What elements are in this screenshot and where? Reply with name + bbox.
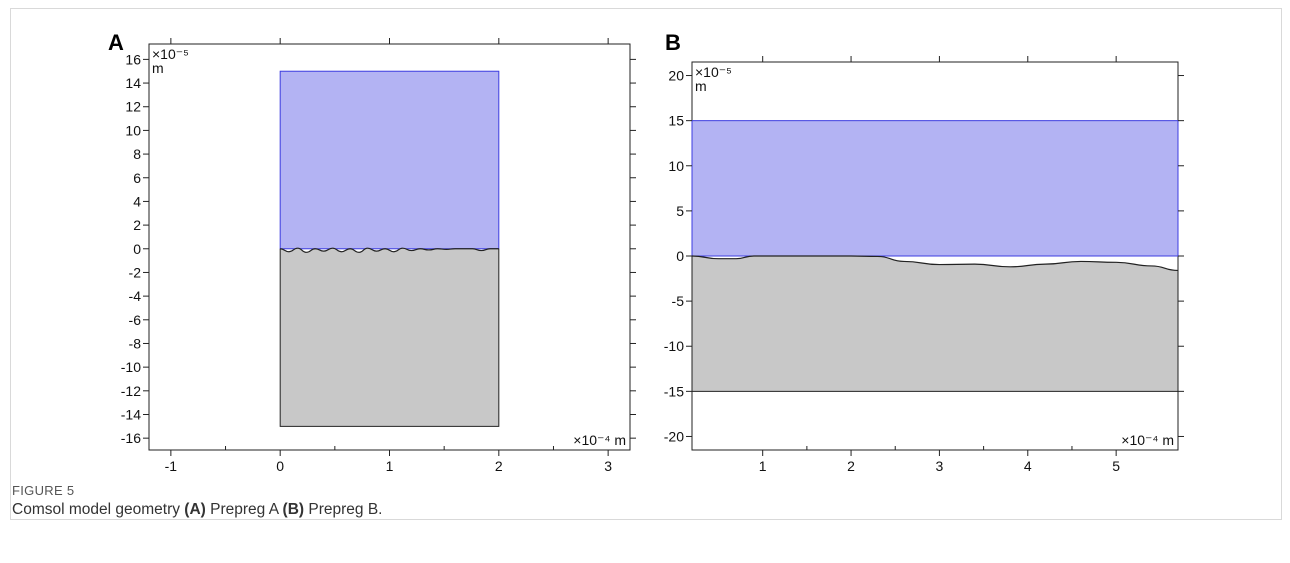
panel-b-resin-region: [691, 120, 1179, 257]
panel-a-y-tick-label: 14: [125, 75, 141, 91]
panel-a-x-scale-label: ×10⁻⁴ m: [573, 432, 626, 448]
caption-part: (A): [184, 501, 206, 518]
panel-a-y-tick-label: -6: [129, 312, 142, 328]
panel-a-y-tick-label: 2: [133, 217, 141, 233]
figure-caption: FIGURE 5 Comsol model geometry (A) Prepr…: [12, 483, 382, 519]
panel-a-y-tick-label: 4: [133, 193, 141, 209]
panel-a-fiber-region: [280, 248, 499, 427]
caption-part: (B): [282, 501, 305, 518]
panel-a-y-tick-label: 0: [133, 241, 141, 257]
panel-b-y-tick-label: 15: [668, 113, 684, 129]
panel-a-y-scale-label: ×10⁻⁵: [152, 46, 189, 62]
panel-b: B 1 2 3 4 5 -20 -15 -10 -5 0 5 10 15 20 ×10⁻⁵m ×10⁻⁴ m: [664, 30, 1184, 474]
panel-a-y-tick-label: 10: [125, 122, 141, 138]
caption-part: Comsol model geometry: [12, 501, 185, 518]
panel-b-y-tick-label: 5: [676, 203, 684, 219]
panel-b-x-tick-label: 3: [936, 458, 944, 474]
panel-a-y-tick-label: 8: [133, 146, 141, 162]
panel-a-y-tick-label: -10: [121, 359, 141, 375]
panel-a-y-tick-label: -12: [121, 383, 141, 399]
panel-a-x-tick-label: 1: [386, 458, 394, 474]
panel-b-y-unit-label: m: [695, 78, 707, 94]
panel-b-x-tick-label: 4: [1024, 458, 1032, 474]
panel-b-fiber-region: [692, 256, 1178, 392]
panel-b-x-tick-label: 2: [847, 458, 855, 474]
panel-b-interface-line: [691, 255, 1179, 272]
panel-a: A -1 0 1 2 3-16-14-12-10-8-6-4-2024681012141…: [108, 30, 636, 474]
panel-a-fiber-edge: [279, 248, 500, 427]
panel-a-x-tick-label: 2: [495, 458, 503, 474]
panel-b-letter: B: [665, 30, 681, 55]
panel-b-y-tick-label: -15: [664, 383, 684, 399]
caption-part: Prepreg B.: [304, 501, 383, 518]
panel-a-y-tick-label: -4: [129, 288, 142, 304]
panel-a-letter: A: [108, 30, 124, 55]
panel-b-y-tick-label: -5: [672, 293, 685, 309]
panel-b-y-tick-label: 20: [668, 68, 684, 84]
panel-a-interface-line: [280, 247, 499, 253]
panel-b-x-tick-label: 5: [1112, 458, 1120, 474]
panel-a-y-tick-label: -2: [129, 264, 142, 280]
panel-b-x-tick-label: 1: [759, 458, 767, 474]
panel-b-y-tick-label: -10: [664, 338, 684, 354]
panel-a-y-tick-label: 16: [125, 51, 141, 67]
panel-a-x-tick-label: -1: [165, 458, 178, 474]
panel-a-y-tick-label: 6: [133, 170, 141, 186]
panel-a-y-unit-label: m: [152, 60, 164, 76]
figure-label: FIGURE 5: [12, 483, 75, 498]
figure-caption-text: Comsol model geometry (A) Prepreg A (B) …: [12, 501, 382, 519]
panel-a-x-tick-label: 0: [276, 458, 284, 474]
panel-b-y-tick-label: 10: [668, 158, 684, 174]
panel-a-y-tick-label: -8: [129, 335, 142, 351]
panel-a-y-tick-label: -16: [121, 430, 141, 446]
panel-b-fiber-edge: [691, 256, 1179, 392]
panel-a-x-tick-label: 3: [604, 458, 612, 474]
panel-a-y-tick-label: -14: [121, 406, 141, 422]
panel-b-plot-area: 1 2 3 4 5 -20 -15 -10 -5 0 5 10 15 20 ×10⁻⁵m ×10⁻⁴ m: [664, 56, 1184, 474]
panel-a-y-tick-label: 12: [125, 99, 141, 115]
caption-part: Prepreg A: [205, 501, 283, 518]
panel-b-y-tick-label: 0: [676, 248, 684, 264]
panel-b-y-tick-label: -20: [664, 428, 684, 444]
panel-b-x-scale-label: ×10⁻⁴ m: [1121, 432, 1174, 448]
panel-a-resin-region: [279, 70, 500, 250]
panel-b-y-scale-label: ×10⁻⁵: [695, 64, 732, 80]
